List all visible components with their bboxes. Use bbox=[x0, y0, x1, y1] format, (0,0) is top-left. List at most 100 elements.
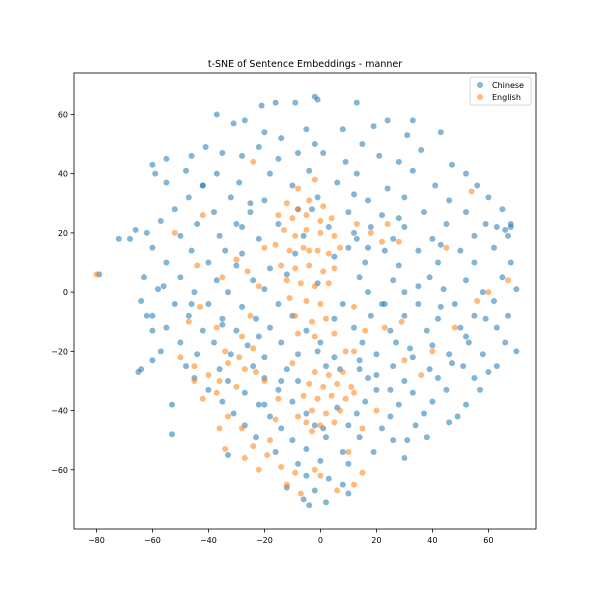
point-chinese-39 bbox=[353, 170, 360, 177]
point-chinese-235 bbox=[317, 457, 324, 464]
point-chinese-120 bbox=[440, 286, 447, 293]
point-chinese-141 bbox=[435, 315, 441, 322]
point-english-21 bbox=[292, 265, 299, 272]
point-chinese-25 bbox=[219, 149, 226, 156]
point-chinese-212 bbox=[387, 413, 394, 420]
point-chinese-52 bbox=[261, 197, 268, 204]
point-english-76 bbox=[261, 377, 268, 384]
point-chinese-73 bbox=[401, 223, 408, 230]
point-chinese-135 bbox=[219, 315, 226, 322]
legend-label-english: English bbox=[492, 93, 521, 102]
point-chinese-293 bbox=[356, 357, 363, 364]
point-english-39 bbox=[295, 185, 301, 192]
point-english-58 bbox=[311, 369, 318, 376]
point-chinese-183 bbox=[426, 366, 433, 373]
point-chinese-230 bbox=[303, 446, 310, 453]
point-english-10 bbox=[292, 232, 299, 239]
point-english-118 bbox=[194, 262, 201, 269]
point-chinese-98 bbox=[233, 262, 240, 269]
point-english-93 bbox=[345, 449, 352, 456]
point-english-104 bbox=[197, 303, 203, 310]
point-chinese-225 bbox=[356, 434, 363, 441]
x-axis: −80 −60 −40 −20 0 20 40 60 bbox=[88, 529, 493, 545]
point-chinese-32 bbox=[449, 161, 455, 168]
point-chinese-63 bbox=[379, 212, 385, 219]
point-chinese-173 bbox=[479, 351, 486, 358]
point-chinese-110 bbox=[426, 274, 433, 281]
chart-title: t-SNE of Sentence Embeddings - manner bbox=[208, 59, 402, 70]
point-english-124 bbox=[451, 324, 458, 331]
point-english-101 bbox=[244, 268, 251, 275]
point-chinese-126 bbox=[239, 303, 245, 310]
point-english-34 bbox=[309, 318, 315, 325]
point-chinese-11 bbox=[303, 126, 310, 133]
point-chinese-219 bbox=[379, 425, 385, 432]
point-english-131 bbox=[295, 413, 301, 420]
point-chinese-156 bbox=[244, 342, 251, 349]
point-chinese-178 bbox=[250, 363, 257, 370]
point-english-17 bbox=[314, 247, 321, 254]
point-chinese-236 bbox=[345, 460, 352, 467]
point-chinese-227 bbox=[404, 437, 411, 444]
point-chinese-207 bbox=[463, 401, 469, 408]
point-chinese-42 bbox=[163, 179, 170, 186]
point-chinese-92 bbox=[381, 247, 388, 254]
point-chinese-256 bbox=[267, 265, 273, 272]
point-english-40 bbox=[311, 176, 318, 183]
point-chinese-266 bbox=[351, 191, 357, 198]
point-chinese-279 bbox=[502, 226, 509, 233]
point-chinese-291 bbox=[437, 303, 444, 310]
point-chinese-146 bbox=[233, 327, 240, 334]
point-english-49 bbox=[225, 360, 231, 367]
x-tick-label: −40 bbox=[200, 536, 217, 545]
point-english-83 bbox=[241, 454, 248, 461]
point-chinese-23 bbox=[376, 152, 383, 159]
point-chinese-67 bbox=[157, 218, 164, 225]
point-chinese-37 bbox=[267, 170, 273, 177]
point-chinese-21 bbox=[295, 149, 301, 156]
point-chinese-158 bbox=[317, 339, 324, 346]
point-chinese-205 bbox=[395, 401, 402, 408]
point-chinese-196 bbox=[275, 386, 282, 393]
point-chinese-74 bbox=[443, 221, 450, 228]
point-chinese-272 bbox=[283, 271, 290, 278]
point-english-116 bbox=[429, 348, 436, 355]
point-chinese-24 bbox=[418, 146, 425, 153]
y-tick-label: 20 bbox=[58, 229, 68, 238]
point-english-50 bbox=[241, 366, 248, 373]
point-chinese-101 bbox=[435, 259, 441, 266]
legend-box bbox=[469, 76, 532, 106]
point-english-25 bbox=[283, 277, 290, 284]
point-chinese-200 bbox=[477, 386, 483, 393]
y-tick-label: 60 bbox=[58, 110, 68, 119]
point-chinese-193 bbox=[471, 374, 478, 381]
point-chinese-103 bbox=[507, 259, 514, 266]
point-english-78 bbox=[225, 413, 231, 420]
point-english-13 bbox=[331, 232, 338, 239]
point-chinese-285 bbox=[381, 300, 388, 307]
point-chinese-69 bbox=[233, 221, 240, 228]
point-chinese-8 bbox=[230, 120, 237, 127]
point-english-66 bbox=[314, 395, 321, 402]
point-chinese-228 bbox=[225, 451, 231, 458]
point-chinese-189 bbox=[295, 377, 301, 384]
y-tick-label: −20 bbox=[51, 347, 68, 356]
point-chinese-172 bbox=[446, 351, 453, 358]
point-chinese-93 bbox=[415, 247, 422, 254]
point-chinese-144 bbox=[163, 324, 170, 331]
point-english-95 bbox=[267, 437, 273, 444]
point-english-100 bbox=[233, 256, 240, 263]
point-chinese-283 bbox=[272, 99, 279, 106]
point-english-23 bbox=[320, 268, 327, 275]
point-chinese-77 bbox=[143, 229, 150, 236]
y-axis: −60 −40 −20 0 20 40 60 bbox=[51, 110, 74, 475]
point-chinese-281 bbox=[493, 223, 500, 230]
point-english-99 bbox=[351, 303, 357, 310]
point-chinese-128 bbox=[339, 300, 346, 307]
point-chinese-85 bbox=[471, 232, 478, 239]
point-chinese-180 bbox=[323, 363, 329, 370]
point-chinese-123 bbox=[138, 298, 145, 304]
point-english-41 bbox=[379, 238, 385, 245]
